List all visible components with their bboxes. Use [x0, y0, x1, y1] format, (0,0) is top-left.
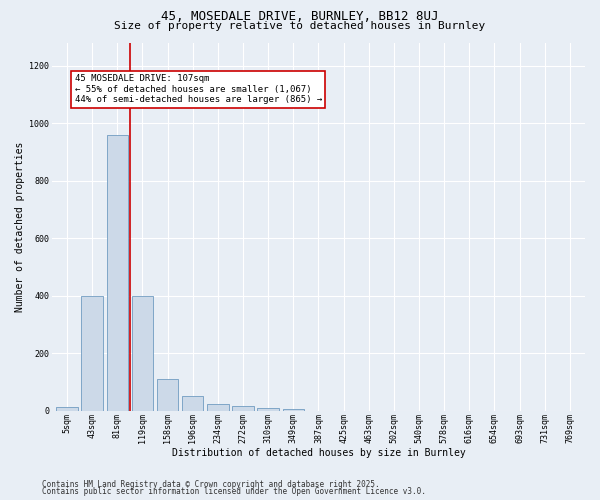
Text: Contains HM Land Registry data © Crown copyright and database right 2025.: Contains HM Land Registry data © Crown c…: [42, 480, 380, 489]
Bar: [56, 407, 78, 410]
Bar: [283, 409, 304, 410]
Bar: [107, 134, 128, 410]
Bar: [232, 406, 254, 410]
X-axis label: Distribution of detached houses by size in Burnley: Distribution of detached houses by size …: [172, 448, 466, 458]
Text: Size of property relative to detached houses in Burnley: Size of property relative to detached ho…: [115, 21, 485, 31]
Bar: [257, 408, 279, 410]
Text: 45 MOSEDALE DRIVE: 107sqm
← 55% of detached houses are smaller (1,067)
44% of se: 45 MOSEDALE DRIVE: 107sqm ← 55% of detac…: [74, 74, 322, 104]
Bar: [157, 379, 178, 410]
Bar: [132, 296, 153, 410]
Bar: [182, 396, 203, 410]
Bar: [82, 296, 103, 410]
Y-axis label: Number of detached properties: Number of detached properties: [15, 142, 25, 312]
Text: Contains public sector information licensed under the Open Government Licence v3: Contains public sector information licen…: [42, 487, 426, 496]
Text: 45, MOSEDALE DRIVE, BURNLEY, BB12 8UJ: 45, MOSEDALE DRIVE, BURNLEY, BB12 8UJ: [161, 10, 439, 23]
Bar: [207, 404, 229, 410]
